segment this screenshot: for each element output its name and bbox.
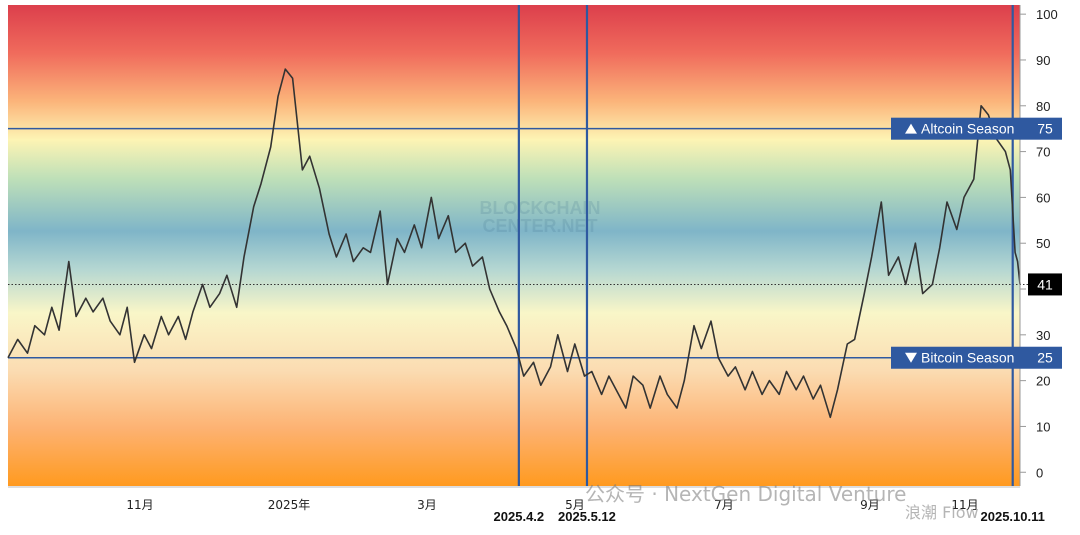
y-tick-label-0: 100 bbox=[1036, 7, 1058, 22]
y-tick-label-3: 70 bbox=[1036, 145, 1050, 160]
x-tick-label-2: 3月 bbox=[417, 498, 437, 512]
footer-watermark: 公众号 · NextGen Digital Venture 浪潮 Flow bbox=[585, 482, 979, 522]
marker-date-label-1: 2025.5.12 bbox=[558, 509, 616, 524]
y-tick-label-7: 30 bbox=[1036, 328, 1050, 343]
y-tick-label-2: 80 bbox=[1036, 99, 1050, 114]
author-watermark: 浪潮 Flow bbox=[905, 503, 979, 522]
threshold-badge-1: Bitcoin Season 25 bbox=[891, 346, 1062, 369]
watermark-line2: CENTER.NET bbox=[482, 216, 597, 236]
threshold-value-box-0 bbox=[1028, 117, 1062, 140]
watermark-line1: BLOCKCHAIN bbox=[480, 198, 601, 218]
y-tick-label-9: 10 bbox=[1036, 419, 1050, 434]
threshold-badge-box-1 bbox=[891, 346, 1028, 369]
marker-date-label-0: 2025.4.2 bbox=[494, 509, 545, 524]
marker-date-label-2: 2025.10.11 bbox=[981, 509, 1045, 524]
x-tick-label-3: 5月 bbox=[565, 498, 585, 512]
current-value-label: 41 bbox=[1037, 276, 1053, 292]
x-tick-label-6: 11月 bbox=[951, 498, 978, 512]
threshold-badge-0: Altcoin Season 75 bbox=[891, 117, 1062, 140]
y-tick-label-5: 50 bbox=[1036, 236, 1050, 251]
current-value-badge: 41 bbox=[1028, 273, 1062, 296]
x-tick-label-4: 7月 bbox=[714, 498, 734, 512]
y-tick-label-4: 60 bbox=[1036, 190, 1050, 205]
threshold-badge-label-1: Bitcoin Season bbox=[921, 350, 1014, 366]
x-tick-label-5: 9月 bbox=[860, 498, 880, 512]
triangle-up-icon bbox=[905, 123, 917, 134]
series-line bbox=[7, 68, 1021, 419]
watermark: BLOCKCHAIN CENTER.NET bbox=[480, 198, 601, 236]
threshold-badge-label-0: Altcoin Season bbox=[921, 121, 1014, 137]
current-value-box bbox=[1028, 273, 1062, 296]
plot-background bbox=[8, 5, 1020, 486]
y-tick-label-8: 20 bbox=[1036, 374, 1050, 389]
wechat-watermark: 公众号 · NextGen Digital Venture bbox=[585, 482, 906, 506]
threshold-value-box-1 bbox=[1028, 346, 1062, 369]
y-tick-label-10: 0 bbox=[1036, 465, 1043, 480]
x-tick-label-0: 11月 bbox=[126, 498, 153, 512]
threshold-value-label-0: 75 bbox=[1037, 121, 1053, 137]
x-tick-label-1: 2025年 bbox=[268, 498, 311, 512]
x-axis-band bbox=[0, 486, 1080, 535]
threshold-value-label-1: 25 bbox=[1037, 350, 1053, 366]
triangle-down-icon bbox=[905, 352, 917, 363]
threshold-badge-box-0 bbox=[891, 117, 1028, 140]
y-tick-label-1: 90 bbox=[1036, 53, 1050, 68]
